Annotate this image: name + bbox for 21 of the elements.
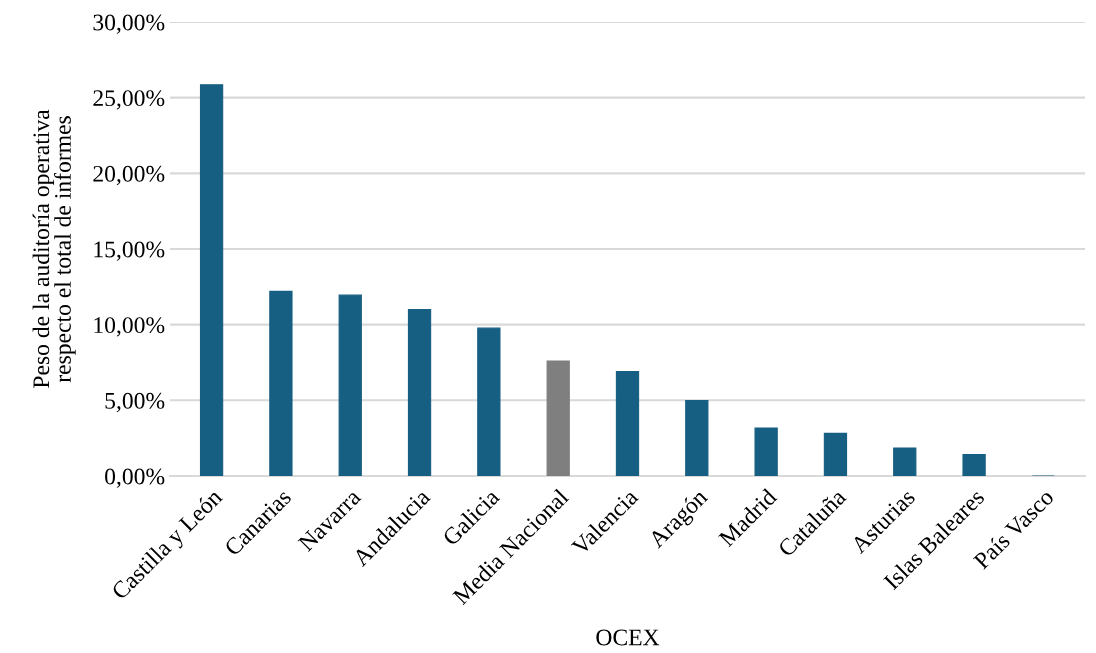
bar bbox=[407, 308, 432, 476]
bar bbox=[615, 371, 640, 476]
y-tick-label: 5,00% bbox=[105, 392, 165, 413]
y-tick-label: 10,00% bbox=[94, 317, 165, 337]
y-tick-label: 0,00% bbox=[105, 468, 165, 488]
x-axis-title: OCEX bbox=[596, 629, 660, 646]
bar bbox=[685, 400, 709, 476]
bar bbox=[546, 360, 570, 476]
bar bbox=[893, 447, 917, 476]
y-tick-label: 25,00% bbox=[93, 90, 165, 110]
bar bbox=[823, 432, 848, 476]
bar bbox=[754, 427, 778, 476]
bar bbox=[477, 327, 501, 476]
bar bbox=[199, 84, 224, 476]
y-axis-title: Peso de la auditoría operativa respecto el total de informes bbox=[32, 109, 76, 388]
y-tick-label: 15,00% bbox=[94, 241, 165, 261]
bar bbox=[338, 294, 362, 476]
y-tick-label: 30,00% bbox=[93, 14, 165, 34]
bar bbox=[962, 454, 986, 476]
y-tick-label: 20,00% bbox=[93, 165, 165, 186]
bar bbox=[269, 290, 293, 476]
